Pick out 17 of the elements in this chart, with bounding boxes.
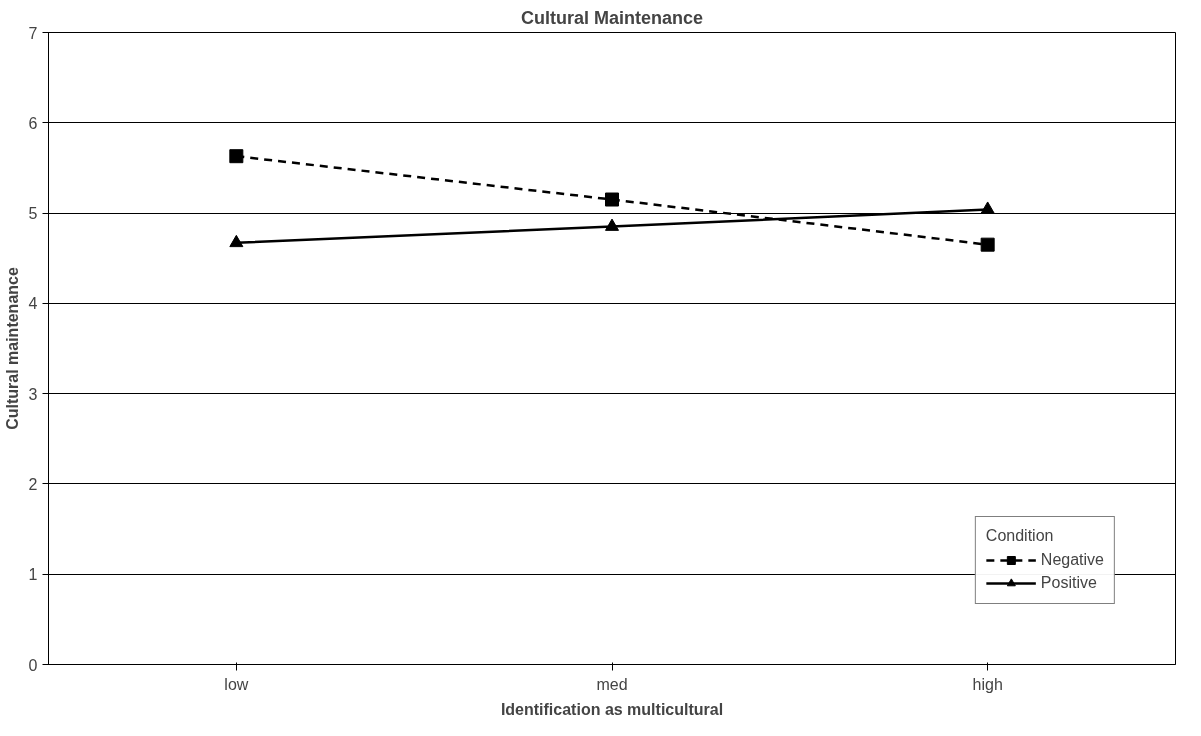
y-tick-label: 3 — [28, 385, 38, 403]
x-tick-label: high — [972, 675, 1003, 693]
x-tick-label: med — [596, 675, 628, 693]
y-tick-label: 1 — [28, 566, 38, 584]
y-tick-label: 0 — [28, 656, 38, 674]
y-tick-label: 5 — [28, 205, 38, 223]
x-axis-title: Identification as multicultural — [500, 700, 724, 718]
legend-label: Positive — [1040, 574, 1097, 592]
y-tick-label: 2 — [28, 475, 38, 493]
y-axis-title: Cultural maintenance — [3, 267, 21, 430]
y-tick-label: 7 — [28, 24, 38, 42]
x-tick-label: low — [224, 675, 249, 693]
chart-title: Cultural Maintenance — [520, 7, 704, 28]
y-tick-label: 4 — [28, 295, 38, 313]
legend-label: Negative — [1040, 551, 1104, 569]
legend-title: Condition — [985, 527, 1055, 545]
y-tick-label: 6 — [28, 114, 38, 132]
